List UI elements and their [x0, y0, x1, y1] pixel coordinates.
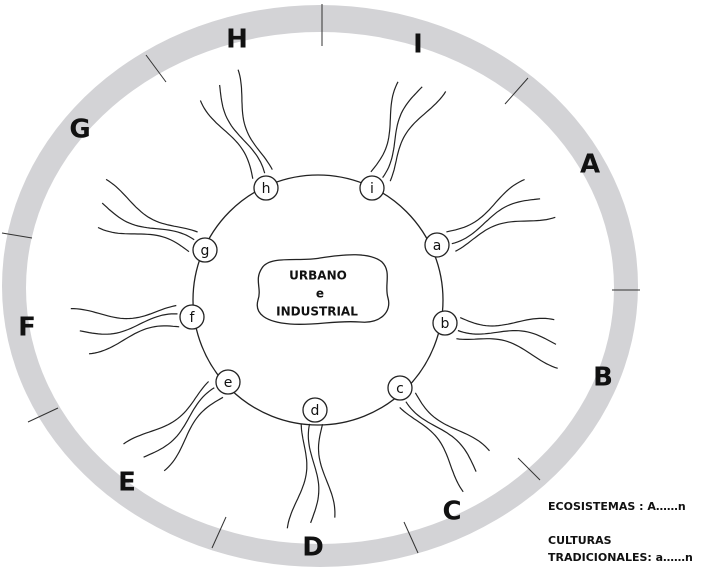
ecosystem-label: D: [302, 533, 324, 563]
wavy-line: [457, 329, 557, 345]
culture-label: g: [201, 243, 210, 259]
culture-node: [432, 310, 458, 336]
wavy-line: [446, 178, 525, 233]
wavy-line: [286, 423, 308, 529]
ecosystem-label: I: [413, 30, 423, 60]
center-blob: [256, 254, 390, 326]
culture-node: [179, 304, 205, 330]
culture-node: [253, 175, 279, 201]
center-text: INDUSTRIAL: [276, 305, 358, 319]
ecosystem-label: E: [118, 468, 136, 498]
ecosystem-label: B: [593, 363, 613, 393]
wavy-line: [405, 401, 477, 472]
legend-text: CULTURAS: [548, 534, 612, 547]
wavy-line: [70, 304, 177, 320]
ecosystem-label: G: [69, 115, 90, 145]
culture-label: h: [262, 181, 271, 197]
culture-node: [387, 375, 413, 401]
culture-label: b: [441, 316, 450, 332]
wavy-line: [143, 387, 215, 458]
inner-circle: [192, 174, 444, 426]
wavy-line: [237, 69, 273, 170]
wavy-line: [199, 100, 254, 179]
culture-label: a: [433, 238, 442, 254]
wavy-line: [456, 338, 558, 369]
wavy-line: [307, 423, 320, 524]
center-text: URBANO: [289, 269, 347, 283]
culture-label: i: [370, 181, 374, 197]
wavy-line: [97, 226, 190, 253]
wavy-line: [451, 198, 541, 245]
wavy-line: [88, 325, 180, 355]
wavy-line: [414, 392, 490, 452]
legend-text: TRADICIONALES: a……n: [548, 551, 693, 564]
wavy-line: [79, 313, 178, 335]
culture-node: [359, 175, 385, 201]
culture-node: [302, 397, 328, 423]
ecosystem-label: H: [226, 25, 248, 55]
culture-node: [192, 237, 218, 263]
culture-node: [424, 232, 450, 258]
legend-text: ECOSISTEMAS : A……n: [548, 500, 686, 513]
wavy-line: [370, 81, 399, 173]
culture-label: d: [311, 403, 320, 419]
wavy-line: [123, 381, 210, 445]
wavy-line: [389, 91, 447, 182]
culture-node: [215, 369, 241, 395]
ring-dividers: [1, 4, 640, 554]
wavy-line: [455, 216, 556, 252]
wavy-line: [163, 396, 224, 472]
ecosystem-label: F: [18, 313, 36, 343]
wavy-line: [317, 424, 336, 518]
wavy-line: [219, 84, 266, 174]
culture-label: c: [396, 381, 404, 397]
ecosystem-label: A: [580, 150, 600, 180]
culture-label: f: [190, 310, 196, 326]
center-text: e: [316, 287, 324, 301]
culture-label: e: [224, 375, 233, 391]
wavy-line: [105, 178, 198, 233]
wavy-line: [459, 317, 555, 327]
wavy-line: [399, 406, 464, 493]
wavy-line: [382, 86, 423, 178]
wavy-line: [101, 202, 195, 241]
ecosystem-label: C: [442, 497, 461, 527]
